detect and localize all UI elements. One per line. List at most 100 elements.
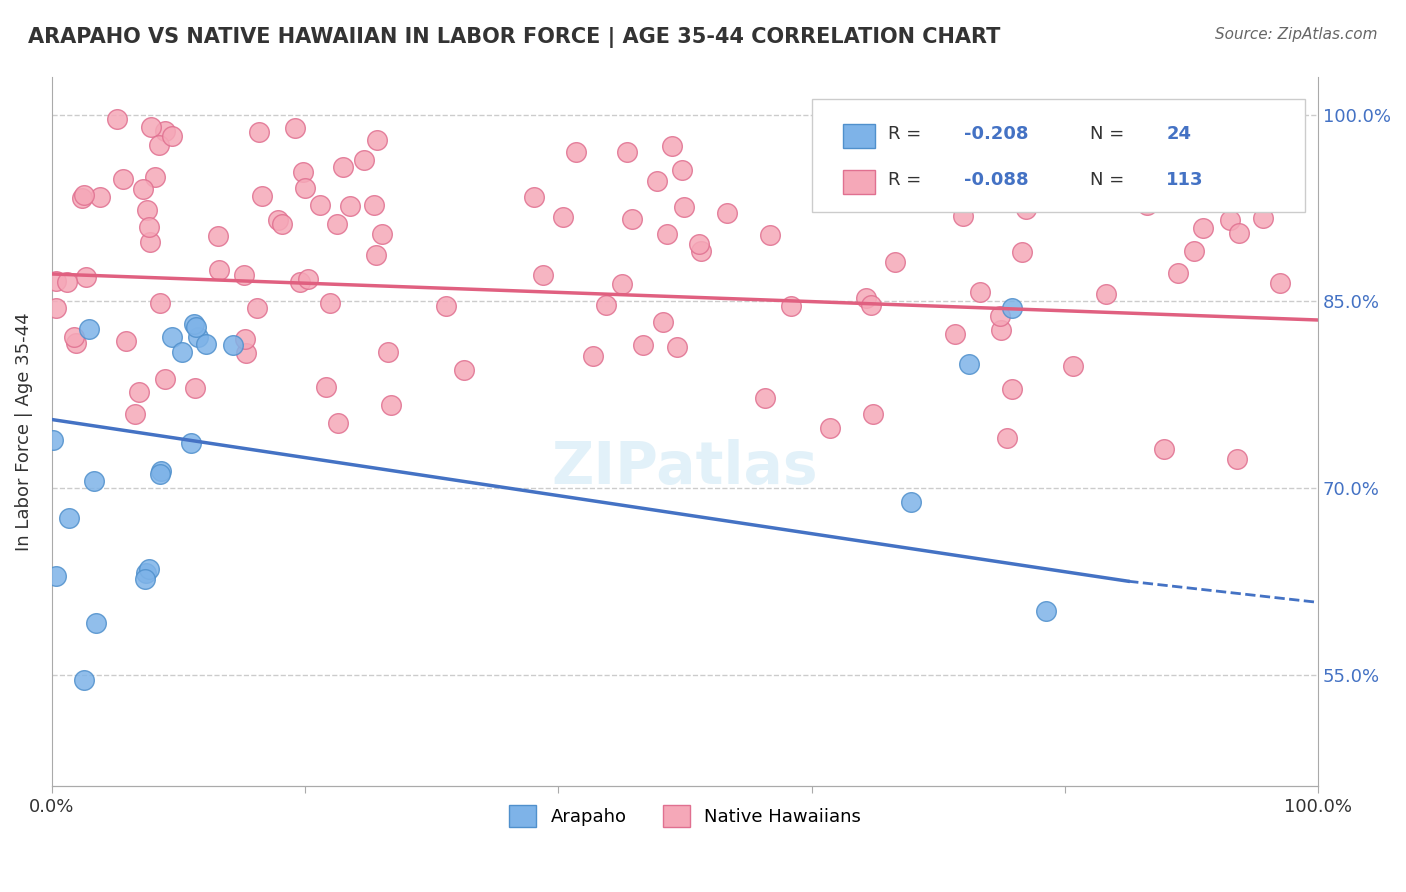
Point [1153, 442, 1175, 457]
Point [134, 573, 156, 587]
Point [339, 199, 361, 213]
Point [1035, 603, 1057, 617]
Point [759, 227, 782, 242]
Point [616, 145, 638, 160]
Point [79, 321, 101, 335]
Point [128, 384, 150, 399]
Point [247, 126, 270, 140]
Point [195, 337, 218, 351]
Point [290, 275, 312, 289]
Point [138, 220, 160, 235]
Point [818, 421, 841, 435]
Point [1001, 382, 1024, 396]
Point [565, 145, 588, 159]
Point [208, 263, 231, 277]
Point [170, 345, 193, 359]
Point [353, 153, 375, 167]
Point [149, 467, 172, 482]
Point [63, 330, 86, 344]
Point [671, 162, 693, 177]
Point [666, 341, 689, 355]
Point [250, 188, 273, 202]
Point [1001, 301, 1024, 316]
FancyBboxPatch shape [844, 169, 875, 194]
Point [111, 172, 134, 186]
Point [900, 495, 922, 509]
Point [84, 616, 107, 631]
Point [610, 277, 633, 291]
Point [139, 120, 162, 135]
Point [1017, 164, 1039, 178]
Point [149, 296, 172, 310]
Point [180, 436, 202, 450]
Text: ARAPAHO VS NATIVE HAWAIIAN IN LABOR FORCE | AGE 35-44 CORRELATION CHART: ARAPAHO VS NATIVE HAWAIIAN IN LABOR FORC… [28, 27, 1001, 48]
Point [45, 301, 67, 315]
Point [246, 301, 269, 316]
Point [183, 317, 205, 331]
Text: -0.088: -0.088 [963, 171, 1028, 189]
Point [366, 133, 388, 147]
Point [884, 193, 907, 207]
Point [1268, 277, 1291, 291]
Point [988, 309, 1011, 323]
Point [41, 434, 63, 448]
Point [332, 160, 354, 174]
Point [1229, 227, 1251, 241]
Point [990, 323, 1012, 337]
Point [980, 181, 1002, 195]
Point [315, 380, 337, 394]
Point [688, 237, 710, 252]
Text: Source: ZipAtlas.com: Source: ZipAtlas.com [1215, 27, 1378, 42]
Point [297, 272, 319, 286]
Point [184, 381, 207, 395]
Text: N =: N = [1090, 125, 1130, 143]
Point [862, 407, 884, 421]
Point [75, 269, 97, 284]
Point [651, 315, 673, 329]
Point [689, 244, 711, 258]
Point [582, 349, 605, 363]
Point [132, 182, 155, 196]
Point [186, 320, 208, 334]
Legend: Arapaho, Native Hawaiians: Arapaho, Native Hawaiians [502, 797, 868, 834]
Point [83, 474, 105, 488]
Point [153, 371, 176, 385]
Text: R =: R = [887, 171, 927, 189]
Point [523, 190, 546, 204]
Point [73, 188, 96, 202]
Point [1062, 359, 1084, 373]
Point [222, 338, 245, 352]
Point [292, 165, 315, 179]
Point [1264, 169, 1286, 183]
Point [952, 209, 974, 223]
Point [595, 298, 617, 312]
Point [673, 200, 696, 214]
Point [45, 568, 67, 582]
Point [1011, 244, 1033, 259]
Point [270, 217, 292, 231]
Point [294, 181, 316, 195]
Point [859, 298, 882, 312]
Point [897, 157, 920, 171]
Point [1015, 169, 1038, 184]
Point [308, 198, 330, 212]
Point [187, 329, 209, 343]
Point [1015, 202, 1038, 217]
Point [1219, 212, 1241, 227]
Point [45, 274, 67, 288]
Point [150, 464, 173, 478]
Point [1182, 244, 1205, 258]
Point [319, 296, 342, 310]
Point [825, 165, 848, 179]
Point [70, 191, 93, 205]
Point [995, 431, 1018, 445]
Point [160, 330, 183, 344]
Point [551, 210, 574, 224]
Point [139, 235, 162, 249]
Point [661, 139, 683, 153]
Text: ZIPatlas: ZIPatlas [551, 439, 818, 496]
Point [143, 169, 166, 184]
Point [884, 254, 907, 268]
Point [754, 391, 776, 405]
Point [1251, 211, 1274, 225]
